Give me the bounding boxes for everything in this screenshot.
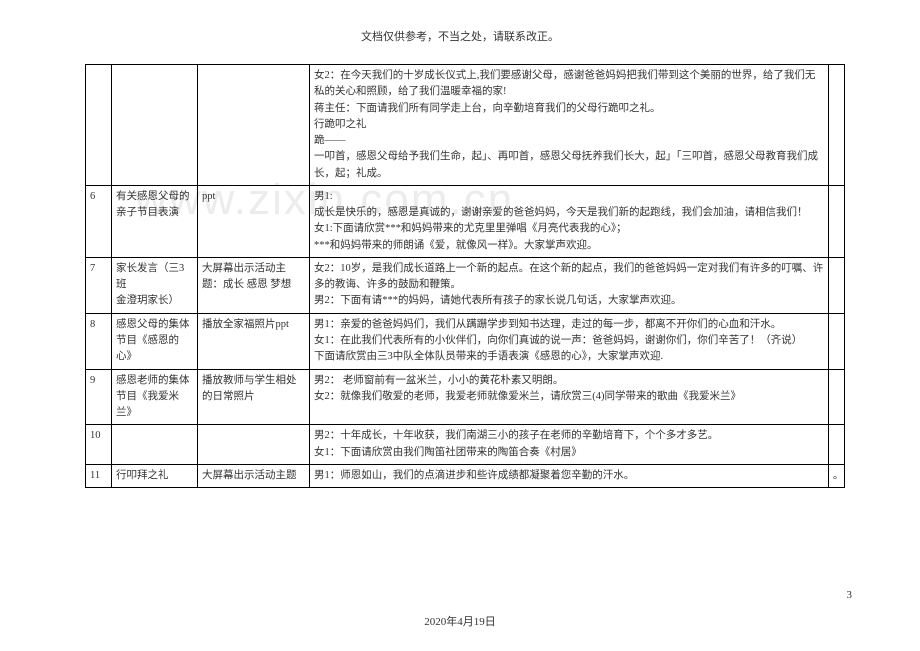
cell-d [829,257,845,313]
cell-d [829,313,845,369]
cell-idx: 6 [86,185,112,257]
cell-b [198,425,310,465]
main-table: 女2：在今天我们的十岁成长仪式上,我们要感谢父母，感谢爸爸妈妈把我们带到这个美丽… [85,64,845,488]
cell-b: 播放全家福照片ppt [198,313,310,369]
cell-b [198,65,310,186]
cell-d [829,369,845,425]
table-row: 9 感恩老师的集体节目《我爱米兰》 播放教师与学生相处的日常照片 男2： 老师窗… [86,369,845,425]
doc-header: 文档仅供参考，不当之处，请联系改正。 [0,0,920,64]
table-row: 6 有关感恩父母的亲子节目表演 ppt 男1:成长是快乐的，感恩是真诚的，谢谢亲… [86,185,845,257]
cell-c: 男2： 老师窗前有一盆米兰，小小的黄花朴素又明朗。女2：就像我们敬爱的老师，我爱… [310,369,829,425]
cell-b: 播放教师与学生相处的日常照片 [198,369,310,425]
cell-c: 男2：十年成长，十年收获，我们南湖三小的孩子在老师的辛勤培育下，个个多才多艺。女… [310,425,829,465]
page-number: 3 [847,589,853,601]
cell-a [112,65,198,186]
table-row: 8 感恩父母的集体节目《感恩的心》 播放全家福照片ppt 男1：亲爱的爸爸妈妈们… [86,313,845,369]
table-container: 女2：在今天我们的十岁成长仪式上,我们要感谢父母，感谢爸爸妈妈把我们带到这个美丽… [0,64,920,488]
cell-b: ppt [198,185,310,257]
cell-a: 感恩老师的集体节目《我爱米兰》 [112,369,198,425]
cell-idx: 8 [86,313,112,369]
cell-a: 家长发言（三3班金澄玥家长） [112,257,198,313]
cell-idx: 7 [86,257,112,313]
cell-d [829,65,845,186]
table-row: 女2：在今天我们的十岁成长仪式上,我们要感谢父母，感谢爸爸妈妈把我们带到这个美丽… [86,65,845,186]
cell-a: 感恩父母的集体节目《感恩的心》 [112,313,198,369]
cell-c: 男1：师恩如山，我们的点滴进步和些许成绩都凝聚着您辛勤的汗水。 [310,464,829,487]
cell-c: 女2：10岁，是我们成长道路上一个新的起点。在这个新的起点，我们的爸爸妈妈一定对… [310,257,829,313]
cell-idx: 10 [86,425,112,465]
cell-a [112,425,198,465]
table-row: 10 男2：十年成长，十年收获，我们南湖三小的孩子在老师的辛勤培育下，个个多才多… [86,425,845,465]
cell-d [829,425,845,465]
footer-date: 2020年4月19日 [0,613,920,629]
cell-b: 大屏幕出示活动主题：成长 感恩 梦想 [198,257,310,313]
table-row: 7 家长发言（三3班金澄玥家长） 大屏幕出示活动主题：成长 感恩 梦想 女2：1… [86,257,845,313]
cell-d: 。 [829,464,845,487]
cell-c: 男1:成长是快乐的，感恩是真诚的，谢谢亲爱的爸爸妈妈，今天是我们新的起跑线，我们… [310,185,829,257]
cell-idx: 11 [86,464,112,487]
cell-c: 男1：亲爱的爸爸妈妈们，我们从蹒跚学步到知书达理，走过的每一步，都离不开你们的心… [310,313,829,369]
table-row: 11 行叩拜之礼 大屏幕出示活动主题 男1：师恩如山，我们的点滴进步和些许成绩都… [86,464,845,487]
cell-a: 有关感恩父母的亲子节目表演 [112,185,198,257]
cell-b: 大屏幕出示活动主题 [198,464,310,487]
cell-c: 女2：在今天我们的十岁成长仪式上,我们要感谢父母，感谢爸爸妈妈把我们带到这个美丽… [310,65,829,186]
cell-idx: 9 [86,369,112,425]
cell-a: 行叩拜之礼 [112,464,198,487]
cell-d [829,185,845,257]
cell-idx [86,65,112,186]
